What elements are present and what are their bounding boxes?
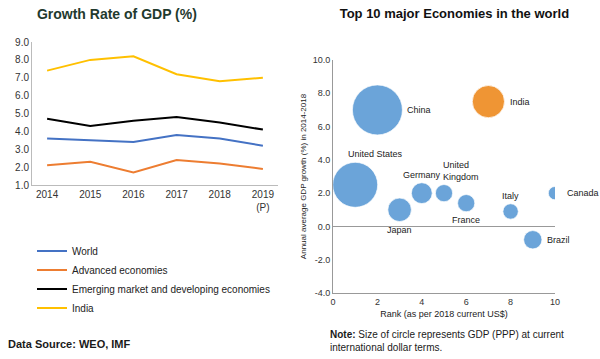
svg-text:7.0: 7.0 xyxy=(15,72,29,83)
svg-text:3.0: 3.0 xyxy=(15,144,29,155)
svg-text:UnitedKingdom: UnitedKingdom xyxy=(443,160,479,182)
svg-text:2014: 2014 xyxy=(36,189,59,200)
svg-text:1.0: 1.0 xyxy=(15,180,29,191)
svg-text:10.0: 10.0 xyxy=(313,55,331,65)
svg-text:2.0: 2.0 xyxy=(318,188,331,198)
svg-text:4: 4 xyxy=(419,297,424,307)
svg-text:2015: 2015 xyxy=(79,189,102,200)
svg-text:2019(P): 2019(P) xyxy=(252,189,275,213)
svg-text:Italy: Italy xyxy=(502,191,519,201)
svg-text:4.0: 4.0 xyxy=(15,126,29,137)
svg-text:India: India xyxy=(510,97,530,107)
html-text:Data Source: WEO, IMF: Data Source: WEO, IMF xyxy=(8,338,131,350)
svg-text:2017: 2017 xyxy=(165,189,188,200)
svg-text:Advanced economies: Advanced economies xyxy=(72,265,168,276)
svg-text:-2.0: -2.0 xyxy=(315,255,331,265)
svg-text:Japan: Japan xyxy=(387,225,412,235)
svg-text:Annual average GDP growth (%): Annual average GDP growth (%) in 2014-20… xyxy=(299,93,308,259)
svg-text:8: 8 xyxy=(508,297,513,307)
svg-text:10: 10 xyxy=(550,297,560,307)
svg-text:France: France xyxy=(452,215,480,225)
svg-text:9.0: 9.0 xyxy=(15,37,29,48)
svg-text:2.0: 2.0 xyxy=(15,162,29,173)
svg-text:6: 6 xyxy=(464,297,469,307)
html-text:Note: Size of circle represent: Note: Size of circle represents GDP (PPP… xyxy=(330,329,564,353)
svg-text:Emerging market and developing: Emerging market and developing economies xyxy=(72,284,270,295)
svg-text:0: 0 xyxy=(330,297,335,307)
svg-text:6.0: 6.0 xyxy=(15,90,29,101)
svg-text:2016: 2016 xyxy=(122,189,145,200)
svg-text:Canada: Canada xyxy=(567,188,599,198)
svg-text:2018: 2018 xyxy=(209,189,232,200)
svg-text:8.0: 8.0 xyxy=(15,54,29,65)
svg-text:0.0: 0.0 xyxy=(318,222,331,232)
svg-text:World: World xyxy=(72,246,98,257)
svg-text:6.0: 6.0 xyxy=(318,122,331,132)
svg-text:Top 10 major Economies in the: Top 10 major Economies in the world xyxy=(340,6,570,21)
svg-text:China: China xyxy=(407,105,431,115)
svg-text:India: India xyxy=(72,303,94,314)
svg-text:United States: United States xyxy=(348,149,403,159)
svg-text:5.0: 5.0 xyxy=(15,108,29,119)
svg-text:-4.0: -4.0 xyxy=(315,288,331,298)
svg-text:8.0: 8.0 xyxy=(318,88,331,98)
svg-text:Germany: Germany xyxy=(403,170,441,180)
svg-text:4.0: 4.0 xyxy=(318,155,331,165)
svg-text:Growth Rate of GDP (%): Growth Rate of GDP (%) xyxy=(37,6,197,22)
svg-text:Brazil: Brazil xyxy=(547,235,570,245)
svg-text:Rank (as per 2018 current US$): Rank (as per 2018 current US$) xyxy=(380,309,508,319)
svg-text:2: 2 xyxy=(375,297,380,307)
